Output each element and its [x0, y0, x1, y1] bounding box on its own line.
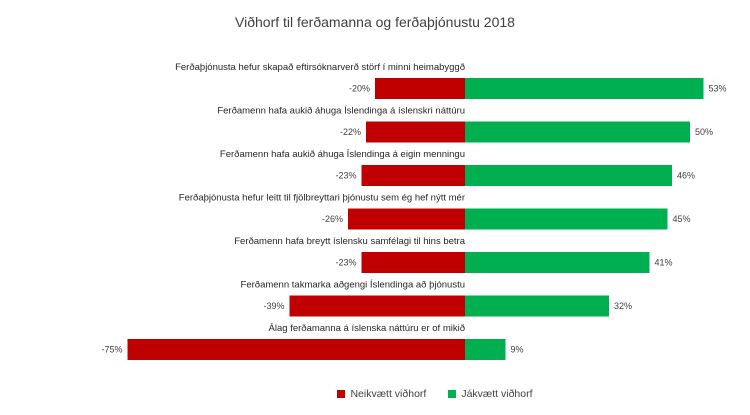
- category-label: Ferðamenn hafa aukið áhuga Íslendinga á …: [217, 106, 465, 117]
- bar-positive: [465, 121, 690, 143]
- data-label-negative: -23%: [335, 258, 356, 268]
- data-label-positive: 53%: [709, 84, 727, 94]
- data-label-negative: -26%: [322, 214, 343, 224]
- data-label-positive: 9%: [511, 345, 524, 355]
- data-label-negative: -20%: [349, 84, 370, 94]
- category-label: Álag ferðamanna á íslenska náttúru er of…: [269, 323, 465, 334]
- category-label: Ferðamenn hafa aukið áhuga Íslendinga á …: [220, 149, 465, 160]
- bar-negative: [361, 165, 465, 186]
- category-label: Ferðamenn hafa breytt íslensku samfélagi…: [234, 236, 465, 247]
- data-label-negative: -39%: [263, 301, 284, 311]
- legend-item-positive: Jákvætt viðhorf: [448, 388, 533, 400]
- category-label: Ferðaþjónusta hefur skapað eftirsóknarve…: [175, 62, 465, 73]
- bar-positive: [465, 252, 650, 273]
- legend-item-negative: Neikvætt viðhorf: [337, 388, 426, 400]
- category-label: Ferðaþjónusta hefur leitt til fjölbreytt…: [179, 193, 465, 204]
- legend-swatch-positive: [448, 390, 457, 398]
- legend: Neikvætt viðhorf Jákvætt viðhorf: [0, 388, 750, 400]
- data-label-positive: 46%: [677, 171, 695, 181]
- data-label-negative: -23%: [335, 171, 356, 181]
- bar-negative: [366, 121, 465, 143]
- bar-positive: [465, 78, 704, 99]
- legend-label-positive: Jákvætt viðhorf: [461, 388, 533, 400]
- data-label-positive: 32%: [614, 301, 632, 311]
- bar-negative: [375, 78, 465, 99]
- data-label-negative: -75%: [101, 345, 122, 355]
- data-label-negative: -22%: [340, 127, 361, 137]
- data-label-positive: 45%: [673, 214, 691, 224]
- bar-negative: [127, 339, 465, 360]
- chart-title: Viðhorf til ferðamanna og ferðaþjónustu …: [235, 14, 515, 30]
- bar-positive: [465, 339, 506, 360]
- legend-label-negative: Neikvætt viðhorf: [350, 388, 427, 400]
- bar-positive: [465, 165, 672, 186]
- data-label-positive: 50%: [695, 127, 713, 137]
- data-label-positive: 41%: [655, 258, 673, 268]
- bar-negative: [289, 295, 465, 317]
- bar-positive: [465, 208, 668, 230]
- legend-swatch-negative: [337, 390, 346, 398]
- category-label: Ferðamenn takmarka aðgengi Íslendinga að…: [241, 280, 465, 291]
- bar-negative: [348, 208, 465, 230]
- bar-positive: [465, 295, 609, 317]
- bar-negative: [361, 252, 465, 273]
